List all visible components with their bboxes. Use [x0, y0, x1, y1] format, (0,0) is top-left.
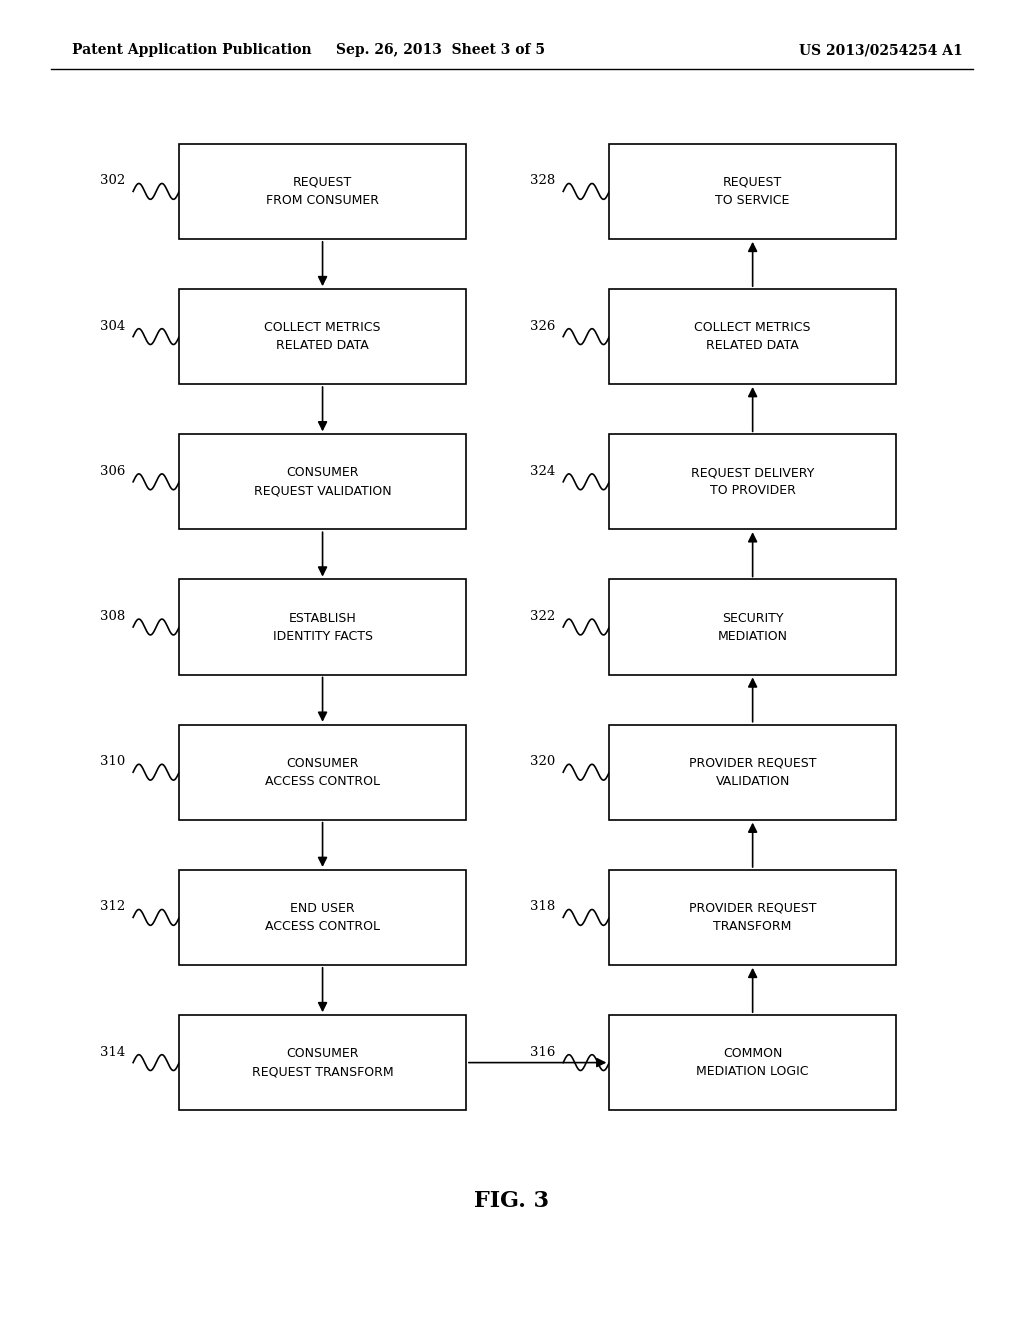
- Text: Sep. 26, 2013  Sheet 3 of 5: Sep. 26, 2013 Sheet 3 of 5: [336, 44, 545, 57]
- Text: 328: 328: [529, 174, 555, 187]
- Bar: [179, 144, 466, 239]
- Text: 312: 312: [99, 900, 125, 913]
- Text: 322: 322: [529, 610, 555, 623]
- Text: FIG. 3: FIG. 3: [474, 1191, 550, 1212]
- Text: COLLECT METRICS
RELATED DATA: COLLECT METRICS RELATED DATA: [264, 321, 381, 352]
- Text: END USER
ACCESS CONTROL: END USER ACCESS CONTROL: [265, 902, 380, 933]
- Text: 314: 314: [99, 1045, 125, 1059]
- Text: 326: 326: [529, 319, 555, 333]
- Text: CONSUMER
REQUEST TRANSFORM: CONSUMER REQUEST TRANSFORM: [252, 1047, 393, 1078]
- Bar: [609, 725, 896, 820]
- Text: 316: 316: [529, 1045, 555, 1059]
- Text: 308: 308: [99, 610, 125, 623]
- Text: ESTABLISH
IDENTITY FACTS: ESTABLISH IDENTITY FACTS: [272, 611, 373, 643]
- Bar: [179, 1015, 466, 1110]
- Bar: [179, 870, 466, 965]
- Text: COMMON
MEDIATION LOGIC: COMMON MEDIATION LOGIC: [696, 1047, 809, 1078]
- Bar: [609, 289, 896, 384]
- Text: CONSUMER
ACCESS CONTROL: CONSUMER ACCESS CONTROL: [265, 756, 380, 788]
- Text: CONSUMER
REQUEST VALIDATION: CONSUMER REQUEST VALIDATION: [254, 466, 391, 498]
- Bar: [179, 579, 466, 675]
- Text: REQUEST
FROM CONSUMER: REQUEST FROM CONSUMER: [266, 176, 379, 207]
- Bar: [609, 434, 896, 529]
- Text: 302: 302: [99, 174, 125, 187]
- Text: 310: 310: [99, 755, 125, 768]
- Bar: [609, 579, 896, 675]
- Bar: [179, 289, 466, 384]
- Text: 318: 318: [529, 900, 555, 913]
- Text: Patent Application Publication: Patent Application Publication: [72, 44, 311, 57]
- Text: 304: 304: [99, 319, 125, 333]
- Text: REQUEST DELIVERY
TO PROVIDER: REQUEST DELIVERY TO PROVIDER: [691, 466, 814, 498]
- Text: 324: 324: [529, 465, 555, 478]
- Text: REQUEST
TO SERVICE: REQUEST TO SERVICE: [716, 176, 790, 207]
- Bar: [179, 725, 466, 820]
- Text: PROVIDER REQUEST
TRANSFORM: PROVIDER REQUEST TRANSFORM: [689, 902, 816, 933]
- Text: US 2013/0254254 A1: US 2013/0254254 A1: [799, 44, 963, 57]
- Text: COLLECT METRICS
RELATED DATA: COLLECT METRICS RELATED DATA: [694, 321, 811, 352]
- Bar: [179, 434, 466, 529]
- Bar: [609, 1015, 896, 1110]
- Text: 320: 320: [529, 755, 555, 768]
- Text: PROVIDER REQUEST
VALIDATION: PROVIDER REQUEST VALIDATION: [689, 756, 816, 788]
- Bar: [609, 870, 896, 965]
- Text: SECURITY
MEDIATION: SECURITY MEDIATION: [718, 611, 787, 643]
- Bar: [609, 144, 896, 239]
- Text: 306: 306: [99, 465, 125, 478]
